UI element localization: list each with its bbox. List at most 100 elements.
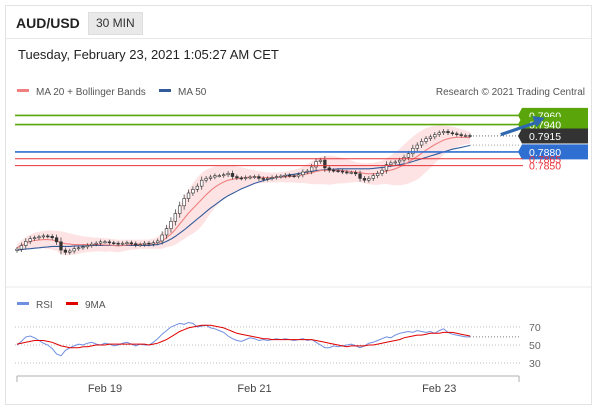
candle — [288, 173, 292, 178]
candle-up — [169, 220, 173, 229]
candle — [98, 239, 103, 246]
candle — [46, 233, 50, 239]
legend-swatch-ma50 — [159, 89, 171, 92]
rsi-line — [16, 321, 470, 357]
candle-up — [266, 178, 270, 180]
candle-down — [353, 172, 358, 175]
candle — [120, 241, 125, 246]
rsi-tick-label: 30 — [529, 358, 541, 370]
candle-down — [288, 174, 292, 177]
candle — [50, 234, 54, 240]
candle-down — [230, 173, 235, 177]
candle — [367, 176, 371, 183]
candle — [358, 170, 362, 182]
legend-label-ma20: MA 20 + Bollinger Bands — [36, 87, 146, 98]
legend-label-9ma: 9MA — [85, 300, 106, 311]
candle — [138, 242, 142, 247]
candle — [125, 240, 129, 246]
candle-up — [393, 161, 397, 164]
candle-down — [450, 132, 455, 135]
candle — [349, 170, 353, 175]
candle-up — [411, 147, 415, 155]
candle — [54, 234, 59, 245]
candle — [186, 189, 191, 202]
candle — [94, 241, 98, 247]
candle — [72, 246, 76, 254]
candle — [375, 170, 380, 179]
candle-down — [54, 237, 59, 243]
candle — [41, 233, 46, 239]
candle — [296, 172, 301, 179]
candle-up — [244, 177, 248, 179]
candle-down — [362, 178, 367, 181]
rsi-plot: 70 50 30 — [15, 321, 541, 370]
candle-up — [142, 242, 147, 245]
candle-down — [327, 167, 331, 171]
candle — [463, 133, 468, 138]
candle-up — [415, 144, 419, 149]
candle-down — [331, 169, 336, 172]
rsi-legend: RSI 9MA — [17, 300, 106, 311]
candle-down — [112, 242, 116, 245]
candle-down — [345, 171, 349, 174]
support-level-label: 0.7850 — [529, 161, 561, 173]
candle — [415, 142, 419, 152]
candle — [90, 241, 94, 248]
candle — [437, 130, 441, 137]
candle — [345, 170, 349, 175]
candle-up — [151, 242, 156, 245]
candle — [327, 165, 331, 173]
candle-up — [389, 162, 393, 166]
candle — [226, 171, 230, 177]
chart-header: AUD/USD 30 MIN — [6, 6, 591, 38]
candle — [85, 243, 90, 250]
candle-up — [349, 172, 353, 174]
candle-up — [72, 248, 76, 252]
candle — [182, 194, 186, 210]
candle — [103, 240, 107, 244]
chart-credit: Research © 2021 Trading Central — [436, 87, 585, 98]
candle — [191, 186, 195, 196]
candle-up — [375, 173, 380, 176]
candle — [24, 238, 28, 249]
candle — [63, 247, 68, 255]
candle-down — [446, 131, 450, 134]
legend-swatch-9ma — [66, 302, 78, 305]
candle — [292, 173, 296, 179]
candle — [222, 172, 226, 178]
candle-down — [323, 159, 327, 169]
x-axis: Feb 19 Feb 21 Feb 23 — [16, 375, 520, 395]
candle-up — [371, 175, 375, 179]
candle — [459, 132, 463, 138]
candle — [178, 201, 182, 218]
candle-up — [37, 236, 41, 239]
candle — [147, 241, 151, 247]
candle — [305, 168, 309, 175]
x-tick-label: Feb 21 — [237, 383, 271, 395]
candle-up — [296, 174, 301, 177]
candle-up — [419, 141, 424, 146]
candle-down — [50, 236, 54, 239]
header-divider — [6, 38, 591, 39]
interval-button[interactable]: 30 MIN — [88, 12, 143, 35]
candle-up — [310, 166, 314, 172]
candle-up — [195, 185, 199, 190]
candle-up — [15, 248, 19, 251]
candle — [362, 176, 367, 183]
candle — [28, 235, 32, 245]
candle-down — [292, 175, 296, 177]
price-plot — [15, 125, 472, 256]
legend-swatch-ma20 — [17, 89, 29, 92]
candle-up — [200, 179, 204, 187]
candle — [384, 161, 389, 174]
candle-down — [239, 177, 243, 180]
candle — [279, 174, 283, 179]
candle-up — [222, 174, 226, 177]
x-tick-label: Feb 23 — [422, 383, 456, 395]
candle-down — [116, 242, 120, 245]
candle-up — [138, 244, 142, 246]
legend-label-rsi: RSI — [36, 300, 53, 311]
candle — [32, 235, 37, 241]
candle — [257, 174, 261, 181]
